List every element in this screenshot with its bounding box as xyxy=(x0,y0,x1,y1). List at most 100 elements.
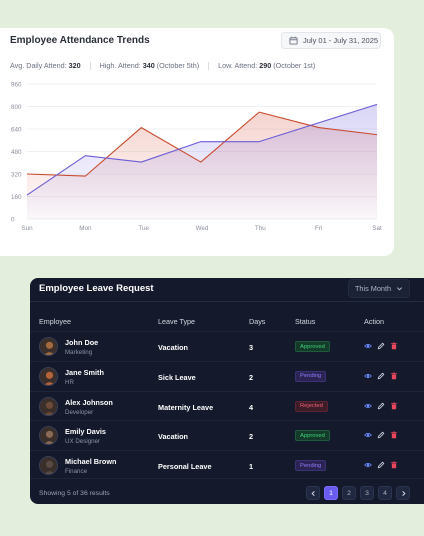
trash-icon xyxy=(391,431,397,439)
status-badge: Pending xyxy=(295,370,327,382)
row-actions xyxy=(364,431,398,439)
attendance-chart: 0 160 320 480 640 800 960 Sun Mon Tue Wed Thu Fri Sat xyxy=(11,81,382,232)
leave-days: 3 xyxy=(249,343,254,352)
pencil-icon xyxy=(377,342,385,350)
footer-divider xyxy=(30,478,424,479)
avatar-icon xyxy=(40,367,57,385)
leave-days: 2 xyxy=(249,432,254,442)
delete-button[interactable] xyxy=(390,461,398,469)
view-button[interactable] xyxy=(364,461,372,469)
next-page-button[interactable] xyxy=(396,486,410,500)
column-header-leave-type: Leave Type xyxy=(158,317,196,326)
employee-role: Developer xyxy=(65,408,94,416)
delete-button[interactable] xyxy=(390,372,398,380)
chevron-right-icon xyxy=(401,490,406,496)
delete-button[interactable] xyxy=(390,342,398,350)
leave-type: Vacation xyxy=(158,343,189,352)
y-tick-label: 320 xyxy=(11,171,22,178)
stat-item: Low. Attend: 290 (October 1st) xyxy=(218,61,315,70)
pencil-icon xyxy=(377,372,385,380)
series-line xyxy=(26,103,378,196)
status-badge: Rejected xyxy=(295,400,328,412)
stat-label: High. Attend: xyxy=(99,61,141,70)
pencil-icon xyxy=(377,402,385,409)
view-button[interactable] xyxy=(364,372,372,380)
stat-divider xyxy=(208,61,210,70)
avatar xyxy=(39,396,58,416)
employee-role: Finance xyxy=(65,468,88,476)
x-tick-label: Wed xyxy=(196,225,209,232)
table-row: Alex Johnson Developer Maternity Leave 4 Rej… xyxy=(30,390,424,421)
x-tick-label: Mon xyxy=(79,225,92,232)
edit-button[interactable] xyxy=(377,402,385,410)
leave-days: 1 xyxy=(249,462,254,472)
table-row: John Doe Marketing Vacation 3 Approved xyxy=(30,331,424,361)
prev-page-button[interactable] xyxy=(306,486,320,500)
x-tick-label: Sat xyxy=(372,225,382,232)
table-row: Emily Davis UX Designer Vacation 2 Approved xyxy=(30,420,424,450)
employee-role: UX Designer xyxy=(65,438,101,446)
page-button-2[interactable]: 2 xyxy=(342,486,356,500)
stat-item: High. Attend: 340 (October 5th) xyxy=(100,61,200,70)
y-tick-label: 480 xyxy=(11,149,22,156)
trash-icon xyxy=(391,402,397,409)
eye-icon xyxy=(364,373,372,378)
y-tick-label: 0 xyxy=(11,216,15,223)
page-button-3[interactable]: 3 xyxy=(360,486,374,500)
eye-icon xyxy=(364,463,372,468)
employee-name: Michael Brown xyxy=(65,457,117,467)
eye-icon xyxy=(364,403,372,408)
date-range-label: July 01 - July 31, 2025 xyxy=(303,36,379,45)
leave-type: Sick Leave xyxy=(158,372,196,382)
column-header-days: Days xyxy=(249,317,266,326)
edit-button[interactable] xyxy=(377,342,385,350)
avatar xyxy=(39,337,58,356)
employee-name: Emily Davis xyxy=(65,427,106,437)
leave-title: Employee Leave Request xyxy=(39,283,154,294)
attendance-card: Employee Attendance Trends July 01 - Jul… xyxy=(0,28,394,256)
avatar-icon xyxy=(40,457,57,475)
page-button-1[interactable]: 1 xyxy=(324,486,338,500)
leave-request-card: Employee Leave Request This Month Employ… xyxy=(30,278,424,504)
avatar-icon xyxy=(40,397,57,415)
calendar-icon xyxy=(289,36,298,45)
avatar-icon xyxy=(40,427,57,445)
pencil-icon xyxy=(377,461,385,469)
leave-type: Vacation xyxy=(158,432,189,442)
trash-icon xyxy=(391,342,397,350)
employee-name: Jane Smith xyxy=(65,367,104,377)
leave-days: 2 xyxy=(249,372,254,382)
delete-button[interactable] xyxy=(390,402,398,410)
table-row: Michael Brown Finance Personal Leave 1 Pendi… xyxy=(30,450,424,480)
edit-button[interactable] xyxy=(377,461,385,469)
page-button-4[interactable]: 4 xyxy=(378,486,392,500)
edit-button[interactable] xyxy=(377,431,385,439)
status-badge: Approved xyxy=(295,430,330,442)
header-divider xyxy=(30,301,424,302)
month-filter-dropdown[interactable]: This Month xyxy=(348,279,410,298)
stat-value: 290 xyxy=(259,61,272,70)
x-tick-label: Tue xyxy=(138,225,149,232)
edit-button[interactable] xyxy=(377,372,385,380)
stat-label: Low. Attend: xyxy=(218,61,258,70)
view-button[interactable] xyxy=(364,342,372,350)
attendance-stats: Avg. Daily Attend: 320 High. Attend: 340 … xyxy=(10,61,315,70)
leave-days: 4 xyxy=(249,402,254,412)
column-header-employee: Employee xyxy=(39,317,71,326)
avatar xyxy=(39,426,58,446)
x-tick-label: Sun xyxy=(21,225,33,232)
stat-note: (October 1st) xyxy=(273,61,316,70)
table-row: Jane Smith HR Sick Leave 2 Pending xyxy=(30,360,424,391)
results-count: Showing 5 of 36 results xyxy=(39,490,110,497)
date-range-button[interactable]: July 01 - July 31, 2025 xyxy=(281,32,381,49)
trash-icon xyxy=(391,461,397,469)
eye-icon xyxy=(364,433,372,438)
x-tick-label: Thu xyxy=(255,225,266,232)
view-button[interactable] xyxy=(364,431,372,439)
stat-label: Avg. Daily Attend: xyxy=(10,61,67,70)
delete-button[interactable] xyxy=(390,431,398,439)
employee-role: Marketing xyxy=(65,349,93,356)
view-button[interactable] xyxy=(364,402,372,410)
stat-value: 320 xyxy=(68,61,81,70)
